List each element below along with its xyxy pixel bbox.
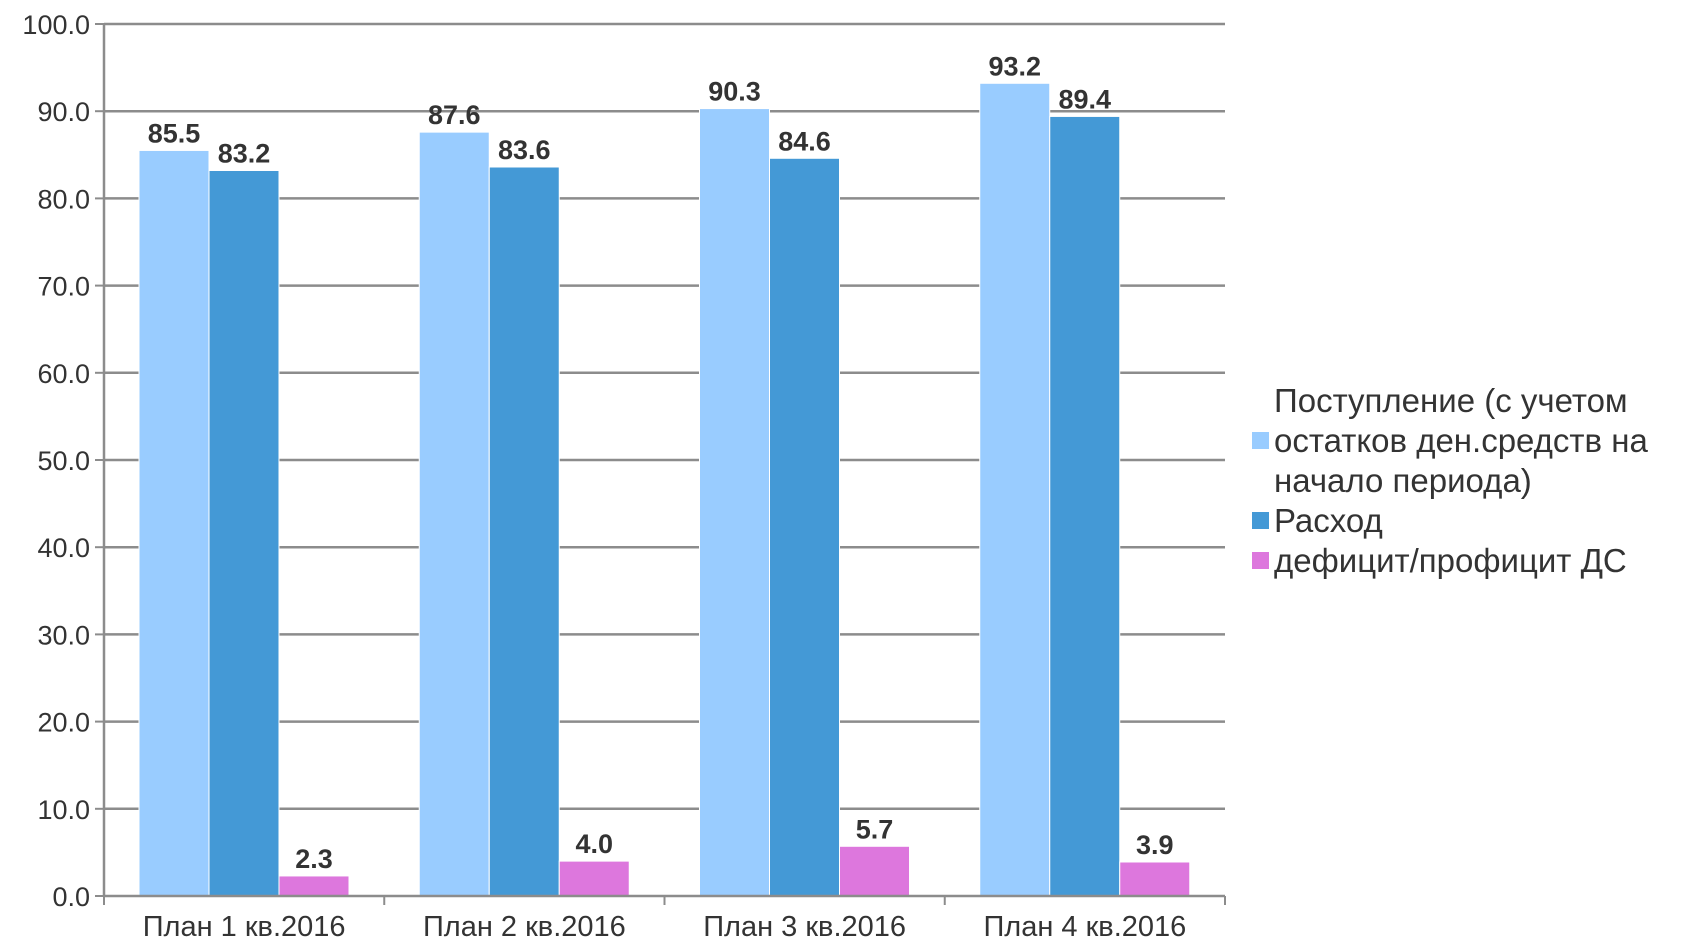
data-label: 87.6 bbox=[428, 100, 481, 130]
bar bbox=[769, 157, 840, 897]
bar bbox=[699, 108, 770, 897]
bar bbox=[488, 166, 560, 897]
legend-label: начало периода) bbox=[1274, 462, 1532, 499]
bar bbox=[278, 875, 350, 897]
y-tick-label: 0.0 bbox=[52, 882, 90, 912]
y-tick-label: 30.0 bbox=[37, 620, 90, 650]
axes: 0.0 10.0 20.0 30.0 40.0 50.0 60.0 70.0 80.0 90.0 1… bbox=[22, 10, 1226, 943]
legend-swatch bbox=[1252, 432, 1269, 449]
data-label: 85.5 bbox=[148, 118, 201, 148]
y-tick-label: 10.0 bbox=[37, 795, 90, 825]
data-label: 90.3 bbox=[708, 77, 761, 107]
data-label: 2.3 bbox=[295, 844, 333, 874]
x-tick-label: План 3 кв.2016 bbox=[703, 911, 906, 940]
bar bbox=[418, 131, 490, 897]
bar bbox=[839, 845, 910, 897]
data-label: 84.6 bbox=[778, 126, 831, 156]
bar bbox=[558, 860, 630, 897]
y-tick-label: 80.0 bbox=[37, 184, 90, 214]
data-label: 3.9 bbox=[1136, 830, 1174, 860]
x-tick-label: План 4 кв.2016 bbox=[983, 911, 1186, 940]
bars bbox=[138, 82, 1191, 897]
bar bbox=[1049, 115, 1121, 897]
bar bbox=[208, 169, 280, 897]
data-label: 83.6 bbox=[498, 135, 551, 165]
data-label: 83.2 bbox=[218, 138, 271, 168]
legend-label: Поступление (с учетом bbox=[1274, 382, 1628, 419]
legend-label: дефицит/профицит ДС bbox=[1274, 542, 1627, 579]
x-tick-label: План 2 кв.2016 bbox=[423, 911, 626, 940]
data-label: 5.7 bbox=[856, 814, 894, 844]
bar bbox=[1119, 861, 1191, 897]
legend-label: Расход bbox=[1274, 502, 1383, 539]
y-tick-label: 60.0 bbox=[37, 359, 90, 389]
legend-swatch bbox=[1252, 512, 1269, 529]
data-label: 93.2 bbox=[988, 51, 1041, 81]
y-tick-label: 40.0 bbox=[37, 533, 90, 563]
y-tick-label: 90.0 bbox=[37, 97, 90, 127]
x-tick-label: План 1 кв.2016 bbox=[143, 911, 346, 940]
legend-label: остатков ден.средств на bbox=[1274, 422, 1648, 459]
gridlines bbox=[104, 22, 1225, 811]
y-tick-label: 50.0 bbox=[37, 446, 90, 476]
bar bbox=[979, 82, 1051, 897]
y-tick-label: 20.0 bbox=[37, 708, 90, 738]
data-labels: 85.5 87.6 90.3 93.2 83.2 83.6 84.6 89.4 2.3 4.0 5.… bbox=[148, 51, 1174, 874]
y-tick-label: 100.0 bbox=[22, 10, 90, 40]
data-label: 89.4 bbox=[1058, 84, 1111, 114]
bar bbox=[138, 149, 210, 897]
data-label: 4.0 bbox=[575, 829, 613, 859]
legend-swatch bbox=[1252, 552, 1269, 569]
y-tick-label: 70.0 bbox=[37, 272, 90, 302]
